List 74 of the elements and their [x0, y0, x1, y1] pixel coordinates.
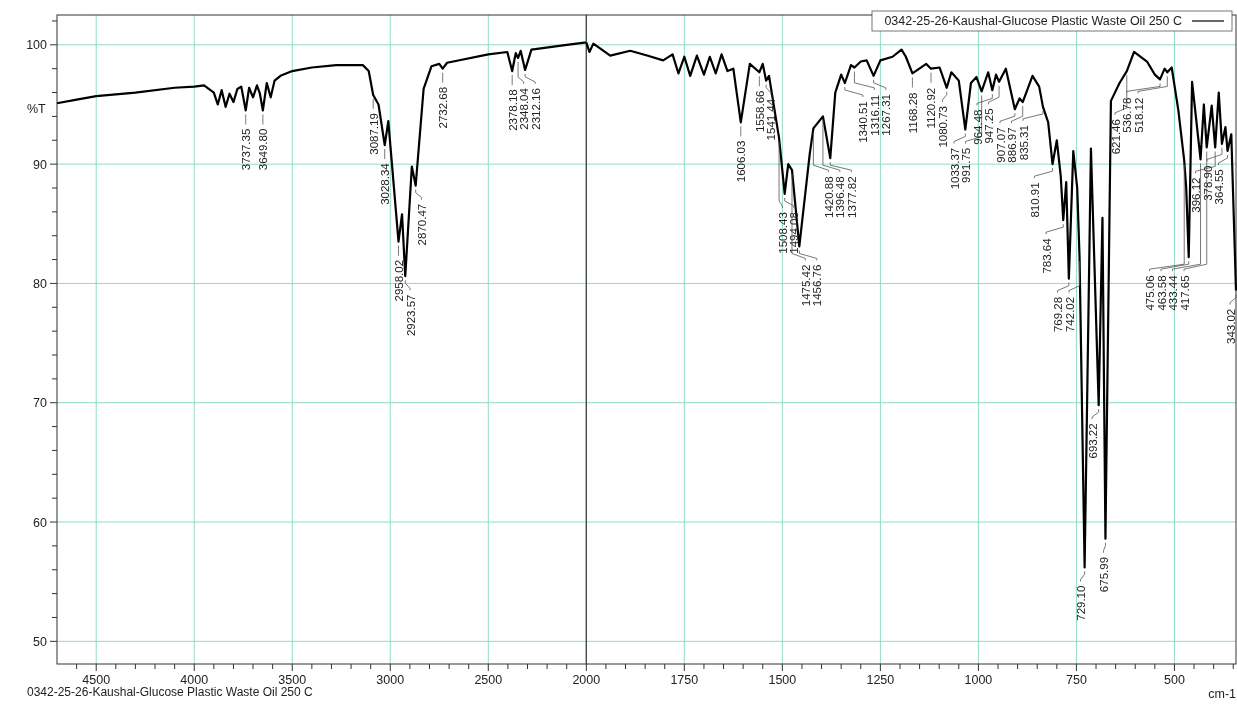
annotation: 1456.76: [811, 264, 824, 307]
annotation: 1316.11: [868, 94, 881, 136]
annotation: 3649.80: [257, 128, 270, 171]
x-tick-label: 2000: [572, 673, 601, 687]
annotation: 783.64: [1040, 237, 1053, 274]
legend-label: 0342-25-26-Kaushal-Glucose Plastic Waste Oil 250 C: [884, 14, 1182, 28]
annotation: 1267.31: [880, 94, 893, 136]
annotation: 1606.03: [735, 140, 748, 183]
annotation: 2378.18: [506, 89, 519, 131]
annotation: 2923.57: [404, 294, 417, 337]
y-tick-label: 50: [33, 634, 48, 649]
annotation: 621.46: [1109, 119, 1122, 155]
annotation: 2870.47: [416, 203, 428, 246]
annotation: 1475.42: [799, 264, 812, 307]
annotation: 769.28: [1052, 296, 1064, 333]
y-axis-title: %T: [27, 101, 47, 116]
annotation: 518.12: [1132, 97, 1145, 133]
x-tick-label: 3000: [376, 673, 405, 687]
annotation: 1508.43: [776, 212, 789, 254]
annotation: 1120.92: [925, 87, 938, 129]
annotation: 742.02: [1063, 296, 1076, 333]
annotation: 1340.51: [857, 101, 870, 143]
x-tick-label: 4500: [82, 673, 111, 687]
annotation: 536.78: [1121, 97, 1133, 133]
annotation: 378.90: [1201, 165, 1214, 201]
annotation: 907.07: [994, 127, 1007, 163]
x-tick-label: 1000: [964, 673, 993, 687]
annotation: 2732.68: [437, 86, 450, 129]
x-axis-title: cm-1: [1208, 687, 1237, 701]
y-tick-label: 100: [26, 38, 48, 53]
annotation: 1396.48: [834, 176, 847, 218]
annotation: 3028.34: [379, 162, 392, 205]
annotation: 1377.82: [845, 176, 858, 218]
y-tick-label: 80: [33, 276, 48, 291]
x-tick-label: 750: [1065, 673, 1087, 687]
annotation: 835.31: [1017, 125, 1030, 161]
annotation: 343.02: [1224, 308, 1237, 344]
x-tick-label: 1500: [768, 673, 797, 687]
annotation: 364.55: [1213, 169, 1225, 205]
y-tick-label: 60: [33, 515, 48, 530]
x-tick-label: 2500: [474, 673, 503, 687]
annotation: 886.97: [1006, 127, 1018, 163]
annotation: 964.48: [971, 109, 984, 145]
x-tick-label: 4000: [180, 673, 209, 687]
x-tick-label: 1250: [866, 673, 895, 687]
x-tick-label: 500: [1164, 673, 1185, 687]
annotation: 1168.28: [906, 92, 919, 134]
y-tick-label: 90: [33, 157, 48, 172]
annotation: 1541.44: [765, 98, 778, 141]
annotation: 947.25: [983, 108, 995, 144]
annotation: 1558.66: [753, 90, 766, 133]
annotation: 729.10: [1075, 585, 1087, 621]
annotation: 396.12: [1190, 177, 1202, 213]
annotation: 417.65: [1178, 275, 1191, 311]
annotation: 3087.19: [367, 113, 380, 155]
annotation: 675.99: [1098, 556, 1110, 593]
annotation: 3737.35: [240, 128, 253, 171]
x-tick-label: 3500: [278, 673, 307, 687]
annotation: 2958.02: [393, 259, 405, 302]
x-tick-label: 1750: [670, 673, 699, 687]
annotation: 1494.08: [788, 212, 801, 254]
text: 0342-25-26-Kaushal-Glucose Plastic Waste Oil 250 C: [27, 685, 314, 699]
annotation: 2348.04: [518, 87, 531, 130]
annotation: 1033.37: [948, 147, 961, 190]
annotation: 693.22: [1086, 423, 1099, 459]
annotation: 433.44: [1167, 274, 1179, 311]
annotation: 1080.73: [937, 106, 949, 148]
y-tick-label: 70: [33, 396, 48, 411]
annotation: 463.58: [1155, 275, 1168, 311]
annotation: 991.75: [960, 147, 972, 183]
annotation: 810.91: [1029, 182, 1041, 218]
annotation: 1420.88: [822, 176, 835, 218]
annotation: 2312.16: [529, 88, 542, 130]
annotation: 475.06: [1144, 275, 1156, 311]
